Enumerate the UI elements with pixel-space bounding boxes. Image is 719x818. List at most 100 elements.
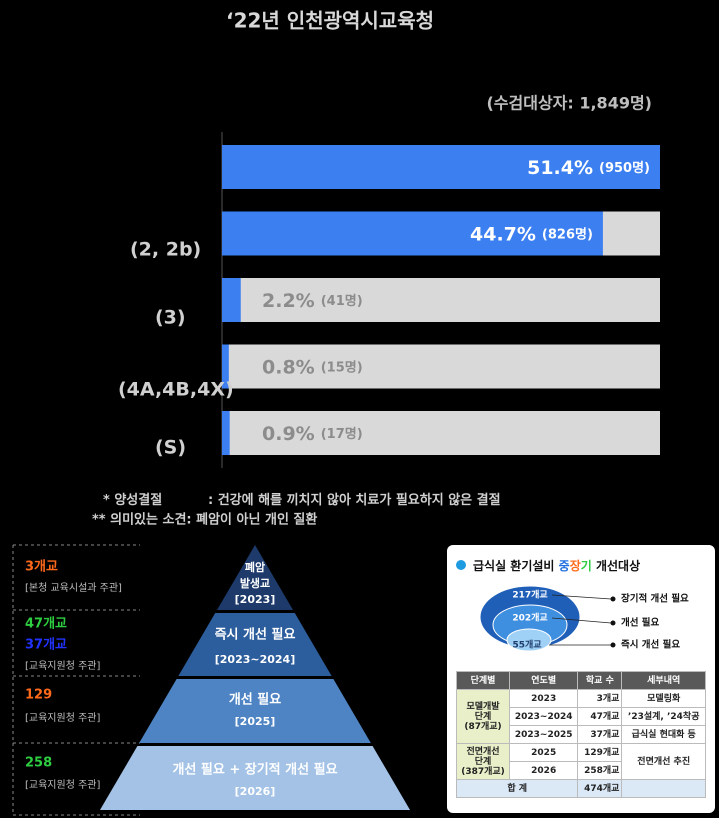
ring-count: 55개교 (512, 639, 541, 651)
title-part: 급식실 환기설비 (473, 558, 559, 573)
stage-text: 모델개발 (466, 701, 500, 712)
note: * 양성결절 : 건강에 해를 끼치지 않아 치료가 필요하지 않은 결절 (103, 492, 501, 508)
category-label: (2, 2b) (130, 239, 201, 261)
cell: 2026 (509, 761, 579, 780)
cell: 2023 (509, 689, 579, 708)
ring-count: 217개교 (512, 589, 547, 601)
cell: ’23설계, ’24착공 (621, 707, 706, 726)
value-label: 2.2% (262, 290, 315, 312)
cell (621, 779, 706, 798)
level-label: 발생교 (240, 576, 270, 590)
ring-label: 즉시 개선 필요 (621, 639, 680, 651)
level-label: 즉시 개선 필요 (215, 627, 296, 643)
bar-label: 2.2% (41명) (262, 290, 363, 312)
pyramid-level (139, 679, 371, 743)
cell: 2023~2025 (509, 725, 579, 744)
ring-count: 202개교 (512, 612, 547, 624)
category-label: (3) (155, 307, 186, 329)
cell: 3개교 (577, 689, 623, 708)
level-count: 129 (25, 688, 52, 703)
callout-dot (610, 642, 616, 648)
row: 모델개발 단계 (87개교) 2023 3개교 모델링화 (455, 689, 706, 744)
category-label: (4A,4B,4X) (118, 379, 234, 401)
cell: 합 계 (455, 779, 579, 798)
callout (551, 594, 612, 600)
bar-label: 0.9% (17명) (262, 423, 363, 445)
title-part: 개선대상 (592, 558, 640, 573)
row: 2023~2025 37개교 급식실 현대화 등 (457, 725, 706, 744)
bar-label: 44.7% (826명) (470, 223, 593, 245)
panel-graphic: 급식실 환기설비 중장기 개선대상 217개교 장기적 개선 필요 202개교 개선 필… (456, 558, 689, 652)
count-label: (826명) (542, 226, 593, 242)
stage-cell: 모델개발 단계 (87개교) (455, 689, 511, 744)
note-text: : 건강에 해를 끼치지 않아 치료가 필요하지 않은 결절 (208, 492, 501, 508)
header-cell: 연도별 (509, 671, 579, 690)
level-period: [2025] (235, 715, 276, 728)
stage-text: 전면개선 (466, 746, 500, 757)
ventilation-panel: 급식실 환기설비 중장기 개선대상 217개교 장기적 개선 필요 202개교 개선 필… (447, 545, 715, 813)
pyramid-level (178, 613, 332, 676)
bar (222, 278, 241, 322)
level-owner: [교육지원청 주관] (25, 712, 100, 724)
ring (506, 628, 552, 652)
level-count: 47개교 (25, 617, 67, 632)
callout (551, 617, 612, 624)
count-label: (950명) (599, 160, 650, 176)
note: ** 의미있는 소견: 폐암이 아닌 개인 질환 (92, 512, 317, 528)
callout-dot (610, 596, 616, 602)
callout-dot (610, 620, 616, 626)
value-label: 51.4% (527, 157, 593, 179)
pyramid-level (216, 545, 294, 610)
level-count: 3개교 (25, 560, 58, 575)
bar (222, 411, 230, 455)
count-label: (41명) (321, 293, 363, 309)
level-owner: [본청 교육시설과 주관] (25, 582, 122, 594)
cell: 모델링화 (621, 689, 706, 708)
row: 2026 258개교 (457, 761, 706, 780)
value-label: 0.9% (262, 423, 315, 445)
cell: 2023~2024 (509, 707, 579, 726)
panel-title: 급식실 환기설비 중장기 개선대상 (473, 558, 640, 573)
plan-table: 단계별 연도별 학교 수 세부내역 모델개발 단계 (87개교) 2023 3개교 … (455, 671, 706, 798)
cell: 37개교 (577, 725, 623, 744)
stage-text: (87개교) (464, 721, 502, 732)
row: 2023~2024 47개교 ’23설계, ’24착공 (457, 707, 706, 726)
level-count: 258 (25, 756, 52, 771)
level-owner: [교육지원청 주관] (25, 779, 100, 791)
pyramid-level (99, 746, 411, 810)
title-part: 기 (581, 558, 592, 573)
bar (222, 344, 229, 389)
bullet (456, 560, 466, 570)
bar-track (222, 344, 660, 389)
bar-track (222, 278, 660, 322)
header-cell: 세부내역 (621, 671, 706, 690)
level-period: [2023] (235, 593, 276, 606)
stage-text: 단계 (474, 756, 492, 767)
stage-cell: 전면개선 단계 (387개교) (455, 743, 511, 780)
bar (222, 211, 603, 256)
count-label: (15명) (321, 359, 363, 375)
level-label: 폐암 (245, 560, 265, 574)
level-owner: [교육지원청 주관] (25, 660, 100, 672)
cell: 129개교 (577, 743, 623, 762)
category-label: (S) (155, 437, 186, 459)
value-label: 44.7% (470, 223, 536, 245)
cell: 전면개선 추진 (621, 743, 706, 780)
level-label: 개선 필요 + 장기적 개선 필요 (172, 762, 337, 778)
note-term: * 양성결절 (103, 492, 162, 508)
cell: 474개교 (577, 779, 623, 798)
header-cell: 학교 수 (577, 671, 623, 690)
subtitle: (수검대상자: 1,849명) (486, 94, 652, 113)
bar-label: 0.8% (15명) (262, 356, 363, 378)
stage-text: (387개교) (461, 766, 505, 777)
level-period: [2023~2024] (215, 653, 296, 666)
row: 전면개선 단계 (387개교) 2025 129개교 전면개선 추진 (455, 743, 706, 780)
title-part: 중 (559, 559, 570, 573)
bar-label: 51.4% (950명) (527, 157, 650, 179)
level-period: [2026] (235, 785, 276, 798)
total-row: 합 계 474개교 (455, 779, 706, 798)
count-label: (17명) (321, 426, 363, 442)
cell: 급식실 현대화 등 (621, 725, 706, 744)
